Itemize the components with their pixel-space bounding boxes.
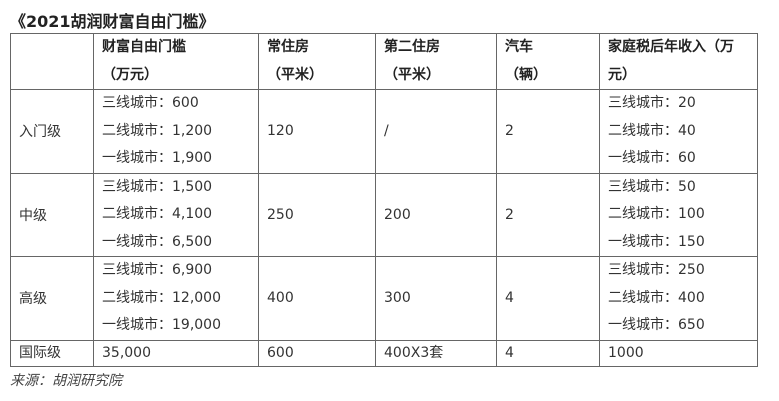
cars-cell: 2 xyxy=(496,89,600,174)
threshold-cell: 三线城市：600 二线城市：1,200 一线城市：1,900 xyxy=(93,89,259,174)
threshold-cell: 三线城市：1,500 二线城市：4,100 一线城市：6,500 xyxy=(93,172,259,257)
threshold-cell: 35,000 xyxy=(93,339,259,367)
level-cell: 中级 xyxy=(10,172,94,257)
income-cell: 1000 xyxy=(599,339,758,367)
header-cell-empty xyxy=(10,33,94,90)
level-cell: 入门级 xyxy=(10,89,94,174)
header-second-home: 第二住房 （平米） xyxy=(375,33,497,90)
home-cell: 250 xyxy=(258,172,376,257)
header-row: 财富自由门槛 （万元） 常住房 （平米） 第二住房 （平米） 汽车 （辆） 家庭税后年收… xyxy=(10,33,758,90)
cars-cell: 4 xyxy=(496,339,600,367)
income-cell: 三线城市：50 二线城市：100 一线城市：150 xyxy=(599,172,758,257)
threshold-cell: 三线城市：6,900 二线城市：12,000 一线城市：19,000 xyxy=(93,256,259,341)
header-home: 常住房 （平米） xyxy=(258,33,376,90)
cars-cell: 2 xyxy=(496,172,600,257)
table-row-entry: 入门级 三线城市：600 二线城市：1,200 一线城市：1,900 120 / 2… xyxy=(10,89,758,174)
table-row-international: 国际级 35,000 600 400X3套 4 1000 xyxy=(10,339,758,367)
source-note: 来源：胡润研究院 xyxy=(10,373,122,389)
header-income: 家庭税后年收入（万 元） xyxy=(599,33,758,90)
home-cell: 120 xyxy=(258,89,376,174)
table-title: 《2021胡润财富自由门槛》 xyxy=(10,12,215,31)
second-home-cell: 200 xyxy=(375,172,497,257)
table-row-middle: 中级 三线城市：1,500 二线城市：4,100 一线城市：6,500 250 20… xyxy=(10,172,758,257)
income-cell: 三线城市：250 二线城市：400 一线城市：650 xyxy=(599,256,758,341)
second-home-cell: 300 xyxy=(375,256,497,341)
level-cell: 国际级 xyxy=(10,339,94,367)
level-cell: 高级 xyxy=(10,256,94,341)
home-cell: 600 xyxy=(258,339,376,367)
cars-cell: 4 xyxy=(496,256,600,341)
second-home-cell: / xyxy=(375,89,497,174)
second-home-cell: 400X3套 xyxy=(375,339,497,367)
home-cell: 400 xyxy=(258,256,376,341)
header-threshold: 财富自由门槛 （万元） xyxy=(93,33,259,90)
table-row-high: 高级 三线城市：6,900 二线城市：12,000 一线城市：19,000 400 … xyxy=(10,256,758,341)
wealth-threshold-table: 财富自由门槛 （万元） 常住房 （平米） 第二住房 （平米） 汽车 （辆） 家庭税后年收… xyxy=(10,33,758,367)
header-cars: 汽车 （辆） xyxy=(496,33,600,90)
income-cell: 三线城市：20 二线城市：40 一线城市：60 xyxy=(599,89,758,174)
